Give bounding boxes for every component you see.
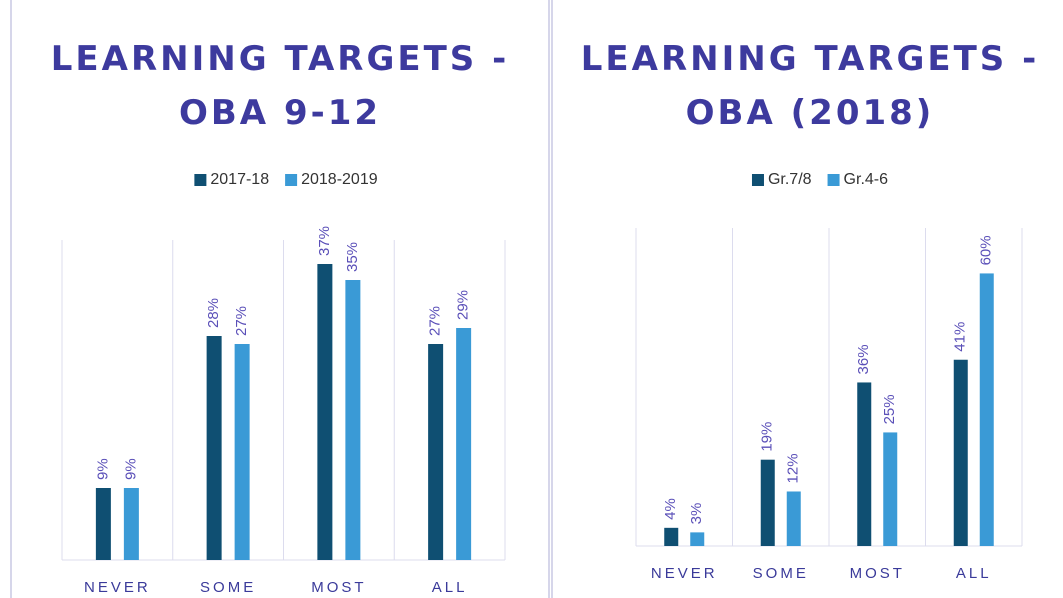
chart-panel <box>10 0 550 598</box>
data-label: 28% <box>205 298 222 328</box>
data-label: 25% <box>881 394 898 424</box>
bar <box>690 532 705 546</box>
x-tick-label: MOST <box>311 579 366 596</box>
x-tick-label: NEVER <box>84 579 151 596</box>
x-tick-label: SOME <box>753 565 809 582</box>
legend-label: Gr.4-6 <box>844 171 889 188</box>
bar <box>123 488 139 560</box>
data-label: 37% <box>316 226 333 256</box>
legend-label: 2017-18 <box>210 171 269 188</box>
chart-title: LEARNING TARGETS - OBA (2018) <box>580 39 1040 133</box>
legend-label: 2018-2019 <box>301 171 378 188</box>
chart-panel <box>551 0 1063 598</box>
x-tick-label: SOME <box>200 579 256 596</box>
data-label: 19% <box>759 422 776 452</box>
data-label: 36% <box>855 344 872 374</box>
bar <box>857 382 872 546</box>
bar <box>979 273 994 546</box>
data-label: 29% <box>455 290 472 320</box>
x-tick-label: MOST <box>850 565 905 582</box>
data-label: 35% <box>344 242 361 272</box>
data-label: 60% <box>978 235 995 265</box>
chart-title: LEARNING TARGETS - OBA 9-12 <box>50 39 510 133</box>
data-label: 41% <box>952 322 969 352</box>
bar <box>786 491 801 546</box>
x-tick-label: ALL <box>432 579 468 596</box>
bar <box>95 488 111 560</box>
data-label: 12% <box>785 453 802 483</box>
legend-label: Gr.7/8 <box>768 171 812 188</box>
bar <box>345 280 361 560</box>
data-label: 9% <box>122 458 139 480</box>
bar <box>317 264 333 560</box>
legend-swatch <box>751 174 764 186</box>
data-label: 27% <box>427 306 444 336</box>
x-tick-label: NEVER <box>651 565 718 582</box>
data-label: 27% <box>233 306 250 336</box>
bar <box>428 344 444 560</box>
bar <box>760 459 775 546</box>
legend-swatch <box>285 174 298 186</box>
data-label: 4% <box>662 498 679 520</box>
bar <box>953 359 968 546</box>
bar <box>664 527 679 546</box>
x-tick-label: ALL <box>956 565 992 582</box>
bar <box>234 344 250 560</box>
bar <box>883 432 898 546</box>
bar <box>206 336 222 560</box>
bar <box>456 328 472 560</box>
legend-swatch <box>194 174 207 186</box>
data-label: 9% <box>94 458 111 480</box>
legend-swatch <box>827 174 840 186</box>
data-label: 3% <box>688 503 705 525</box>
